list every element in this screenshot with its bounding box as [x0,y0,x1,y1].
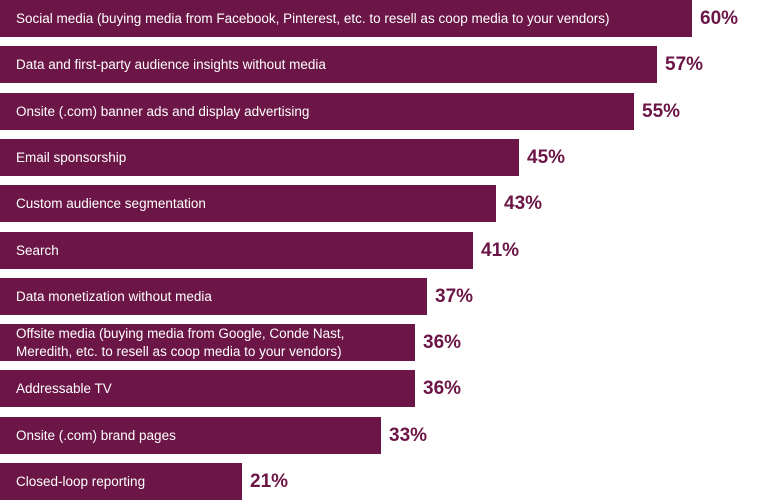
bar-value-label: 43% [504,192,543,214]
bar [0,139,519,176]
bar [0,278,427,315]
bar-value-label: 60% [700,7,739,29]
bar-category-label: Onsite (.com) brand pages [16,427,176,443]
bar-category-label: Custom audience segmentation [16,195,206,211]
bar-category-label: Closed-loop reporting [16,473,146,489]
bar-value-label: 36% [423,377,462,399]
bar-category-label: Data monetization without media [16,288,212,304]
bar-category-label: Onsite (.com) banner ads and display adv… [16,103,310,119]
bar [0,185,496,222]
bar [0,232,473,269]
bar [0,0,692,37]
bar [0,370,415,407]
bar [0,463,242,500]
bar-value-label: 21% [250,470,289,492]
bar-value-label: 45% [527,146,566,168]
bar-category-label: Email sponsorship [16,149,127,165]
bar-value-label: 37% [435,285,474,307]
bar [0,46,657,83]
bar-value-label: 57% [665,53,704,75]
bar [0,417,381,454]
bar-category-label: Social media (buying media from Facebook… [16,10,610,26]
bar-value-label: 41% [481,239,520,261]
bar-value-label: 33% [389,424,428,446]
bar-category-label: Offsite media (buying media from Google,… [16,325,345,359]
bar-category-label: Data and first-party audience insights w… [16,56,326,72]
bar [0,324,415,361]
bar [0,93,634,130]
bar-value-label: 55% [642,100,681,122]
bar-value-label: 36% [423,331,462,353]
bar-category-label: Addressable TV [16,380,112,396]
bar-category-label: Search [16,242,59,258]
